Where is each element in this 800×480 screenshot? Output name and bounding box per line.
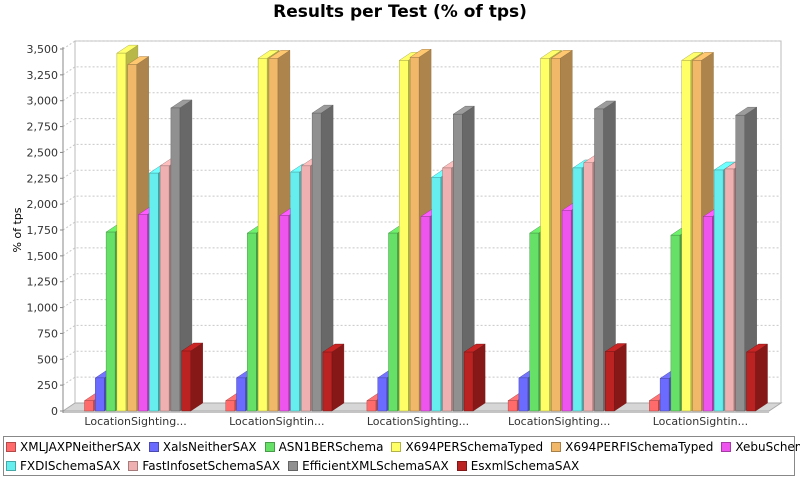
y-tick-label: 0: [51, 405, 58, 418]
bar-EfficientXMLSchemaSAX-4: [735, 106, 758, 412]
y-tick-label: 1,750: [27, 224, 59, 237]
y-tick-label: 2,250: [27, 172, 59, 185]
tick-layer: 0 250 500 750 1,000 1,250 1,500 1,750 2,000 2,250…: [11, 43, 748, 428]
legend-item: EsxmlSchemaSAX: [456, 457, 580, 475]
x-tick-label: LocationSighting...: [508, 415, 610, 428]
legend-row: XMLJAXPNeitherSAX XalsNeitherSAX ASN1BERSc…: [6, 438, 800, 456]
legend-swatch: [721, 441, 732, 452]
legend-swatch: [148, 441, 159, 452]
chart-title: Results per Test (% of tps): [273, 2, 527, 22]
legend-swatch: [551, 441, 562, 452]
y-tick-label: 750: [37, 327, 58, 340]
legend-label: FXDISchemaSAX: [20, 459, 121, 473]
y-tick-label: 3,000: [27, 95, 59, 108]
legend-item: XalsNeitherSAX: [148, 438, 257, 456]
y-tick-label: 250: [37, 379, 58, 392]
legend-label: ASN1BERSchema: [278, 440, 384, 454]
y-tick-label: 2,000: [27, 198, 59, 211]
legend-swatch: [391, 441, 402, 452]
bar-EfficientXMLSchemaSAX-2: [452, 105, 475, 412]
chart-area: 0 250 500 750 1,000 1,250 1,500 1,750 2,000 2,250…: [11, 40, 783, 428]
legend-item: FastInfosetSchemaSAX: [128, 457, 280, 475]
plot-floor-edge: [63, 411, 769, 413]
legend-swatch: [6, 460, 16, 471]
legend-label: XalsNeitherSAX: [162, 440, 257, 454]
y-axis-title: % of tps: [11, 207, 24, 252]
y-tick-label: 1,250: [27, 276, 59, 289]
y-tick-label: 3,500: [27, 43, 59, 56]
bar-EsxmlSchemaSAX-2: [463, 343, 486, 412]
legend-swatch: [128, 460, 139, 471]
y-tick-label: 1,000: [27, 302, 59, 315]
bar-EsxmlSchemaSAX-0: [181, 342, 204, 412]
x-tick-label: LocationSightin...: [229, 415, 324, 428]
legend-item: EfficientXMLSchemaSAX: [288, 457, 449, 475]
legend-label: XMLJAXPNeitherSAX: [20, 440, 141, 454]
x-tick-label: LocationSighting...: [84, 415, 186, 428]
y-tick-label: 2,500: [27, 146, 59, 159]
legend-item: XebuSchemaSAX: [721, 438, 800, 456]
legend-label: X694PERFISchemaTyped: [565, 440, 714, 454]
bar-layer: [83, 44, 769, 412]
x-tick-label: LocationSightin...: [653, 415, 748, 428]
bar-EsxmlSchemaSAX-3: [604, 343, 627, 412]
gridline: [62, 40, 781, 50]
bar-EsxmlSchemaSAX-1: [322, 343, 345, 412]
legend-swatch: [6, 441, 16, 452]
y-tick-label: 500: [37, 353, 58, 366]
legend-item: XMLJAXPNeitherSAX: [6, 438, 141, 456]
bar-EfficientXMLSchemaSAX-3: [593, 100, 617, 412]
legend-item: FXDISchemaSAX: [6, 457, 120, 475]
legend-row: FXDISchemaSAX FastInfosetSchemaSAX Efficie…: [6, 457, 587, 475]
legend-label: FastInfosetSchemaSAX: [142, 459, 281, 473]
legend: XMLJAXPNeitherSAX XalsNeitherSAX ASN1BERSc…: [3, 436, 800, 476]
y-tick-label: 1,500: [27, 250, 59, 263]
legend-item: X694PERFISchemaTyped: [551, 438, 713, 456]
legend-swatch: [264, 441, 275, 452]
y-tick-label: 3,250: [27, 69, 59, 82]
legend-label: EfficientXMLSchemaSAX: [302, 459, 449, 473]
legend-swatch: [456, 460, 467, 471]
legend-label: X694PERSchemaTyped: [405, 440, 544, 454]
legend-item: ASN1BERSchema: [264, 438, 384, 456]
legend-swatch: [288, 460, 299, 471]
legend-label: EsxmlSchemaSAX: [470, 459, 580, 473]
legend-label: XebuSchemaSAX: [735, 440, 800, 454]
bar-EsxmlSchemaSAX-4: [745, 343, 769, 412]
x-tick-label: LocationSighting...: [367, 415, 469, 428]
y-tick-label: 2,750: [27, 121, 59, 134]
legend-item: X694PERSchemaTyped: [391, 438, 543, 456]
